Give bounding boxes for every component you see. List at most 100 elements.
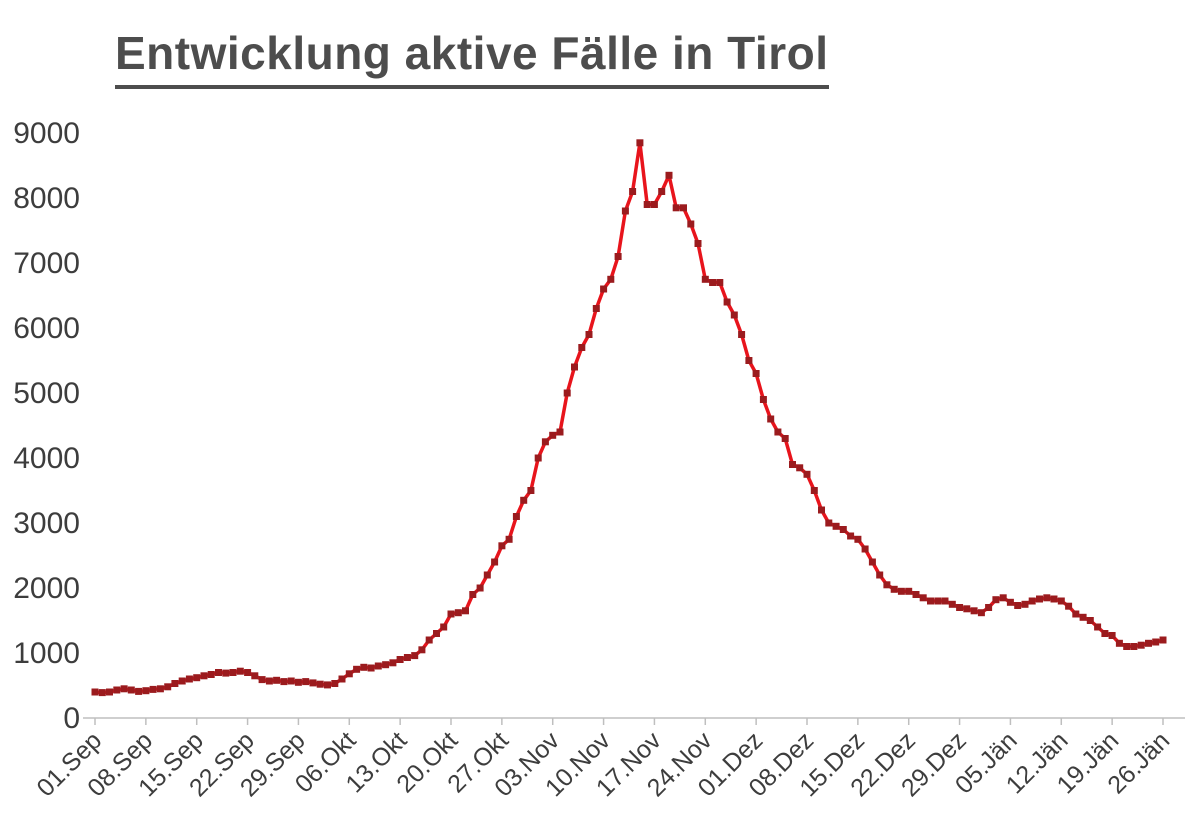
data-point-marker	[985, 604, 993, 611]
data-point-marker	[912, 591, 920, 598]
data-point-marker	[730, 311, 738, 319]
data-point-marker	[113, 686, 121, 694]
data-point-marker	[781, 435, 789, 442]
data-point-marker	[1152, 638, 1160, 646]
data-point-marker	[839, 526, 847, 533]
data-point-marker	[178, 677, 186, 685]
data-point-marker	[883, 581, 891, 589]
data-point-marker	[592, 305, 600, 312]
data-point-marker	[941, 597, 949, 605]
data-point-marker	[185, 675, 193, 683]
data-point-marker	[418, 646, 426, 654]
data-point-marker	[403, 654, 411, 661]
data-point-marker	[1028, 597, 1036, 605]
data-point-marker	[345, 670, 353, 678]
data-point-marker	[331, 680, 339, 687]
data-point-marker	[1065, 602, 1073, 610]
y-axis-tick-label: 7000	[13, 247, 80, 280]
data-point-marker	[992, 596, 1000, 604]
data-point-marker	[970, 607, 978, 615]
data-point-marker	[382, 661, 390, 669]
active-cases-line	[93, 141, 1165, 695]
data-point-marker	[650, 201, 658, 208]
data-point-marker	[229, 669, 237, 676]
data-point-marker	[324, 681, 331, 689]
data-point-marker	[302, 678, 310, 686]
data-point-marker	[265, 677, 273, 685]
data-point-marker	[447, 610, 455, 618]
data-point-marker	[1021, 600, 1029, 608]
y-axis-tick-label: 3000	[13, 507, 80, 540]
data-point-marker	[251, 672, 259, 680]
data-point-marker	[1014, 602, 1022, 609]
data-point-marker	[1159, 636, 1167, 644]
data-point-marker	[607, 275, 615, 283]
data-point-marker	[709, 279, 717, 286]
data-point-marker	[658, 188, 666, 195]
data-point-marker	[810, 487, 818, 494]
data-point-marker	[905, 587, 913, 595]
data-point-marker	[563, 389, 571, 397]
data-point-marker	[629, 188, 637, 195]
data-point-marker	[396, 656, 404, 663]
data-point-marker	[665, 171, 673, 179]
data-point-marker	[643, 201, 651, 208]
data-point-marker	[1108, 632, 1116, 639]
data-point-marker	[1057, 597, 1065, 605]
y-axis-tick-label: 1000	[13, 637, 80, 670]
data-point-marker	[91, 688, 99, 696]
data-point-marker	[498, 542, 506, 550]
data-point-marker	[738, 331, 746, 338]
data-point-marker	[897, 587, 905, 595]
data-point-marker	[411, 652, 419, 660]
data-point-marker	[803, 470, 811, 478]
data-point-marker	[1094, 623, 1102, 631]
data-point-marker	[1130, 643, 1138, 650]
data-point-marker	[1043, 594, 1051, 602]
data-point-marker	[767, 415, 775, 423]
data-point-marker	[367, 664, 375, 672]
data-point-marker	[491, 558, 499, 566]
data-point-marker	[1036, 595, 1043, 603]
data-point-marker	[934, 597, 942, 605]
data-point-marker	[135, 687, 143, 695]
data-point-marker	[832, 522, 840, 530]
data-point-marker	[222, 669, 230, 677]
data-point-marker	[723, 298, 731, 306]
data-point-marker	[142, 687, 150, 695]
data-point-marker	[527, 487, 535, 494]
data-point-marker	[309, 679, 317, 687]
data-point-marker	[215, 669, 222, 676]
data-point-marker	[476, 584, 484, 592]
data-point-marker	[280, 678, 288, 686]
data-point-marker	[636, 139, 644, 147]
data-point-marker	[759, 396, 767, 403]
data-point-marker	[512, 513, 520, 520]
data-point-marker	[919, 594, 927, 602]
data-point-marker	[854, 535, 862, 543]
data-point-marker	[462, 607, 469, 615]
data-point-marker	[861, 545, 869, 553]
data-point-marker	[469, 591, 477, 598]
chart-title: Entwicklung aktive Fälle in Tirol	[115, 26, 829, 89]
data-point-marker	[672, 204, 680, 212]
data-point-marker	[818, 506, 825, 514]
data-point-marker	[1101, 630, 1109, 637]
chart-title-text: Entwicklung aktive Fälle in Tirol	[115, 26, 829, 89]
data-point-marker	[541, 438, 549, 446]
data-point-marker	[294, 678, 302, 686]
data-point-marker	[1086, 617, 1094, 624]
data-point-marker	[556, 428, 564, 436]
data-point-marker	[927, 597, 934, 605]
data-point-marker	[963, 605, 971, 613]
y-axis-tick-label: 0	[63, 702, 80, 735]
data-point-marker	[687, 220, 695, 228]
data-point-marker	[520, 496, 528, 504]
data-point-marker	[680, 204, 687, 212]
data-point-marker	[200, 672, 208, 680]
data-point-marker	[164, 683, 172, 691]
data-point-marker	[1115, 639, 1123, 647]
data-point-marker	[389, 659, 397, 667]
data-point-marker	[425, 636, 433, 644]
